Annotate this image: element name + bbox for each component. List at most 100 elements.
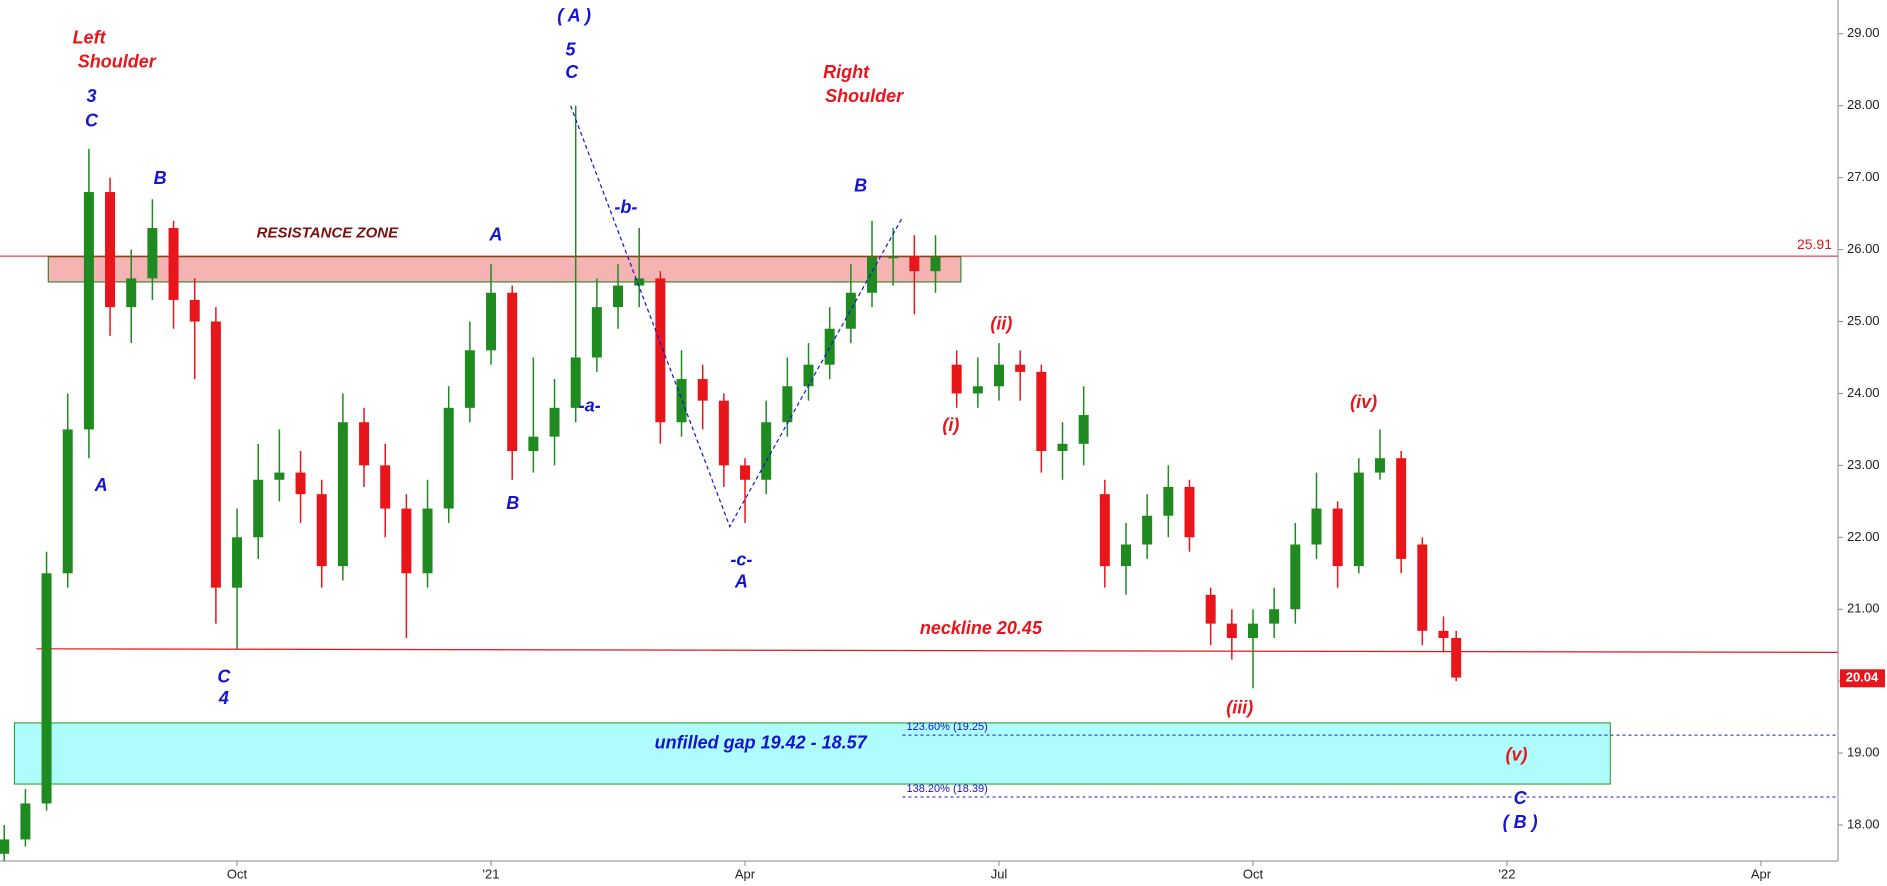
candle-body: [1142, 515, 1153, 545]
candle-body: [782, 386, 793, 423]
candle-body: [147, 228, 158, 279]
candle-body: [1353, 472, 1364, 567]
candle-body: [422, 508, 433, 574]
y-tick-label: 27.00: [1847, 169, 1880, 184]
candle-body: [316, 494, 327, 567]
candle-body: [0, 839, 10, 854]
y-tick-label: 22.00: [1847, 529, 1880, 544]
candle-body: [867, 256, 878, 293]
candle-body: [697, 379, 708, 401]
wave-line: [570, 105, 904, 528]
candle-body: [655, 278, 666, 423]
candle-body: [1247, 623, 1258, 639]
candle-body: [1078, 415, 1089, 444]
y-tick-label: 26.00: [1847, 241, 1880, 256]
candle-body: [803, 364, 814, 387]
wave-label: Shoulder: [825, 86, 904, 106]
candle-body: [549, 407, 560, 437]
candle-body: [1205, 594, 1216, 624]
candle-body: [740, 465, 751, 480]
wave-label: -c-: [730, 550, 752, 570]
wave-label: -a-: [579, 396, 601, 416]
wave-label: 4: [218, 688, 229, 708]
wave-label: C: [565, 62, 579, 82]
candle-body: [591, 307, 602, 358]
candle-body: [443, 407, 454, 509]
wave-label: A: [734, 571, 748, 591]
x-tick-label: Oct: [1243, 866, 1264, 881]
gap-zone: [13, 722, 1611, 785]
candle-body: [528, 436, 539, 451]
candle-body: [20, 803, 31, 840]
candle-body: [401, 508, 412, 574]
wave-label: Right: [823, 62, 870, 82]
wave-label: (v): [1506, 745, 1528, 765]
candle-body: [1184, 486, 1195, 538]
x-tick-label: Jul: [991, 866, 1008, 881]
candle-body: [1332, 508, 1343, 567]
candle-body: [83, 192, 94, 430]
candle-body: [337, 422, 348, 567]
candle-body: [1163, 486, 1174, 516]
neckline: [36, 648, 1839, 654]
candle-body: [210, 321, 221, 588]
candle-body: [888, 256, 899, 259]
x-tick-label: '22: [1498, 866, 1515, 881]
candle-body: [930, 256, 941, 272]
wave-label: B: [854, 175, 867, 195]
candle-body: [1269, 609, 1280, 624]
wave-label: Shoulder: [78, 51, 157, 71]
candle-body: [1120, 544, 1131, 567]
wave-label: B: [154, 168, 167, 188]
y-tick-label: 25.00: [1847, 313, 1880, 328]
y-tick-label: 19.00: [1847, 745, 1880, 760]
wave-label: ( A ): [557, 6, 591, 26]
y-tick-label: 23.00: [1847, 457, 1880, 472]
x-tick-label: Apr: [1751, 866, 1772, 881]
last-price-box: [1840, 669, 1885, 688]
candle-body: [1374, 458, 1385, 473]
candle-body: [1451, 638, 1462, 678]
candle-body: [253, 479, 264, 538]
x-tick-label: Oct: [227, 866, 248, 881]
x-tick-label: Apr: [735, 866, 756, 881]
wave-label: C: [85, 110, 99, 130]
wave-label: (i): [942, 415, 959, 435]
wave-label: A: [94, 475, 108, 495]
wave-label: -b-: [614, 197, 637, 217]
candle-body: [464, 350, 475, 408]
candle-body: [1226, 623, 1237, 639]
candle-body: [105, 192, 116, 308]
candle-body: [972, 386, 983, 394]
neckline-label: neckline 20.45: [920, 618, 1043, 638]
candle-body: [824, 328, 835, 365]
candle-body: [359, 422, 370, 466]
candle-body: [761, 422, 772, 480]
candle-body: [232, 537, 243, 588]
candle-body: [41, 573, 52, 804]
wave-label: C: [217, 666, 231, 686]
candle-body: [909, 256, 920, 272]
candle-body: [380, 465, 391, 509]
resistance-zone-label: RESISTANCE ZONE: [257, 224, 399, 241]
wave-label: B: [506, 493, 519, 513]
wave-label: (ii): [990, 314, 1012, 334]
candle-body: [994, 364, 1005, 387]
candle-body: [951, 364, 962, 394]
candle-body: [62, 429, 73, 574]
last-price-label: 20.04: [1846, 670, 1879, 685]
candle-body: [1015, 364, 1026, 372]
candle-body: [1036, 371, 1047, 451]
wave-label: (iii): [1226, 698, 1253, 718]
candle-body: [507, 292, 518, 451]
candle-body: [613, 285, 624, 308]
candle-body: [274, 472, 285, 480]
candle-body: [1438, 630, 1449, 639]
candle-body: [570, 357, 581, 408]
candle-body: [1417, 544, 1428, 631]
candle-body: [1099, 494, 1110, 567]
y-tick-label: 18.00: [1847, 816, 1880, 831]
fib-label: 138.20% (18.39): [906, 783, 987, 795]
